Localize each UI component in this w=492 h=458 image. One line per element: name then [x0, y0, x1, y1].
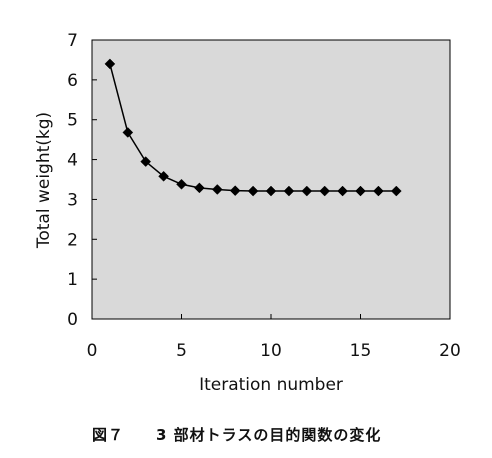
x-tick-label: 0	[87, 341, 98, 361]
data-point	[337, 185, 348, 197]
y-tick-label: 3	[67, 190, 78, 210]
figure-caption: 図７ 3 部材トラスの目的関数の変化	[92, 426, 382, 444]
data-point	[122, 127, 134, 138]
y-tick-label: 2	[67, 230, 78, 250]
y-axis-title: Total weight(kg)	[34, 112, 54, 249]
y-axis-ticks: 0 1 2 3 4 5 6 7	[67, 31, 97, 330]
data-point	[301, 185, 313, 197]
data-point	[176, 178, 187, 190]
series-layer	[104, 58, 402, 197]
x-tick-label: 15	[350, 341, 372, 361]
data-point	[390, 185, 402, 197]
data-point	[194, 182, 205, 194]
y-tick-label: 4	[67, 151, 78, 171]
data-point	[140, 156, 152, 167]
data-point	[265, 185, 277, 197]
y-tick-label: 1	[67, 270, 78, 290]
y-tick-label: 7	[67, 31, 78, 51]
data-point	[355, 185, 366, 197]
y-tick-label: 0	[67, 310, 78, 330]
plot-area	[91, 39, 451, 320]
data-point	[229, 185, 241, 197]
data-point	[104, 58, 116, 70]
data-point	[158, 170, 169, 182]
y-tick-label: 5	[67, 111, 78, 131]
data-point	[247, 185, 259, 197]
x-tick-label: 5	[176, 341, 187, 361]
y-tick-label: 6	[67, 71, 78, 91]
data-point	[373, 185, 384, 197]
x-axis-ticks: 0 5 10 15 20	[87, 314, 461, 361]
x-axis-title: Iteration number	[199, 375, 343, 395]
x-tick-label: 20	[439, 341, 461, 361]
data-point	[211, 184, 223, 195]
x-tick-label: 10	[260, 341, 282, 361]
data-point	[319, 185, 331, 197]
data-point	[283, 185, 295, 197]
